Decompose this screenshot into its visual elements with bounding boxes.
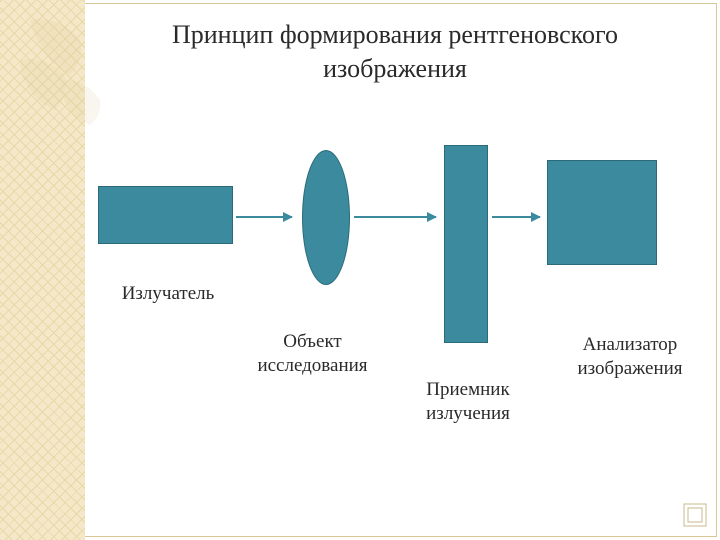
- label-emitter: Излучатель: [93, 282, 243, 306]
- node-receiver: [444, 145, 488, 343]
- label-object-line2: исследования: [257, 355, 367, 376]
- label-receiver-line2: излучения: [426, 403, 510, 424]
- label-receiver-line1: Приемник: [426, 379, 509, 400]
- node-object: [302, 150, 350, 285]
- node-emitter: [98, 186, 233, 244]
- label-object: Объект исследования: [225, 330, 400, 378]
- label-analyzer-line2: изображения: [577, 358, 682, 379]
- arrow-object-to-receiver: [354, 216, 436, 218]
- arrow-emitter-to-object: [236, 216, 292, 218]
- label-object-line1: Объект: [283, 331, 341, 352]
- title-line1: Принцип формирования рентгеновского: [172, 20, 618, 49]
- label-analyzer: Анализатор изображения: [555, 333, 705, 381]
- page-title: Принцип формирования рентгеновского изоб…: [100, 18, 690, 86]
- node-analyzer: [547, 160, 657, 265]
- corner-decoration-icon: [682, 502, 708, 528]
- label-analyzer-line1: Анализатор: [583, 334, 678, 355]
- arrow-receiver-to-analyzer: [492, 216, 540, 218]
- leaf-decoration-icon: [10, 10, 110, 130]
- title-line2: изображения: [323, 54, 467, 83]
- label-receiver: Приемник излучения: [403, 378, 533, 426]
